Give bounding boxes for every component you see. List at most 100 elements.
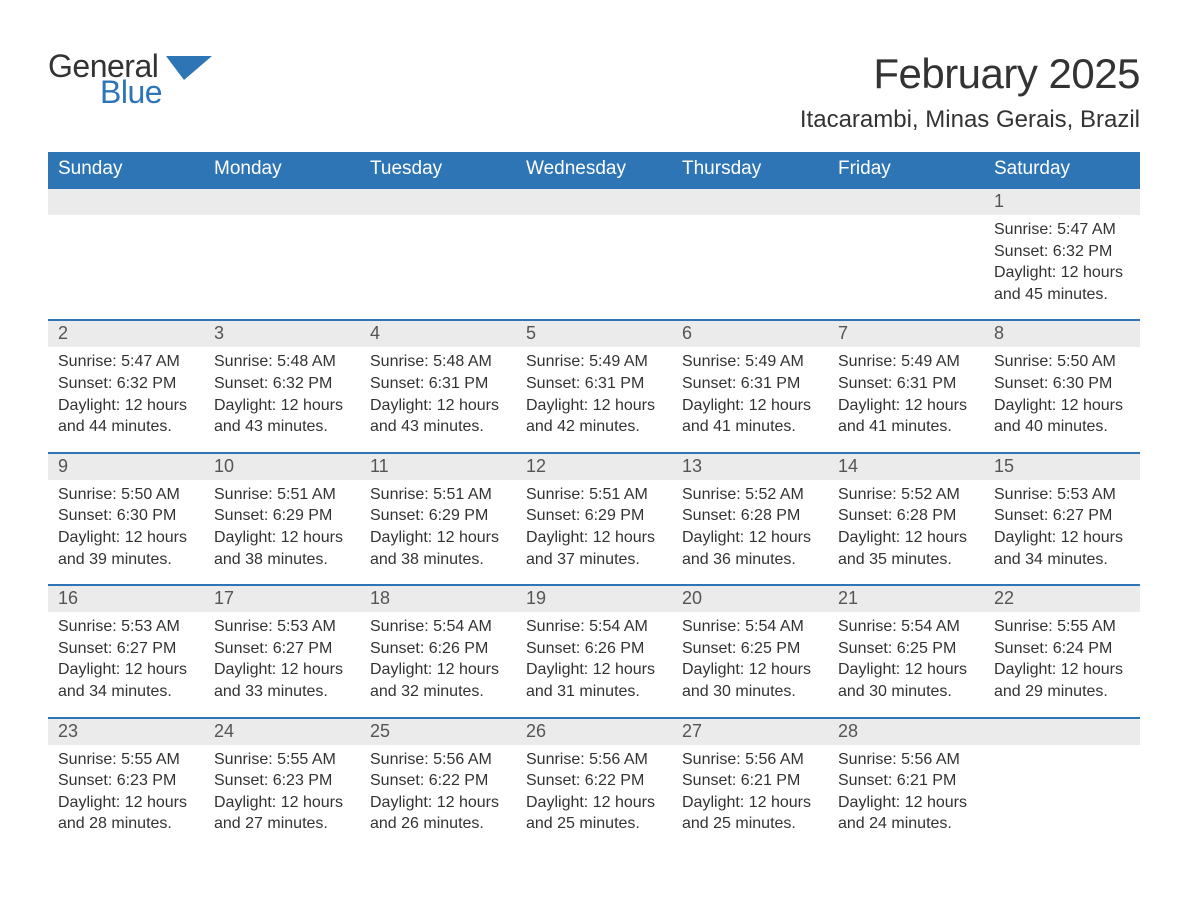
sunrise-text: Sunrise: 5:54 AM — [526, 616, 662, 638]
sunrise-text: Sunrise: 5:47 AM — [58, 351, 194, 373]
sunrise-text: Sunrise: 5:56 AM — [370, 749, 506, 771]
weekday-header: Thursday — [672, 152, 828, 187]
content-row: Sunrise: 5:47 AM Sunset: 6:32 PM Dayligh… — [48, 215, 1140, 319]
day-number: 6 — [672, 321, 828, 347]
sunset-text: Sunset: 6:27 PM — [58, 638, 194, 660]
day-number: 11 — [360, 454, 516, 480]
day-cell — [48, 215, 204, 319]
day-cell: Sunrise: 5:51 AMSunset: 6:29 PMDaylight:… — [516, 480, 672, 584]
daynum-row: 1 — [48, 187, 1140, 215]
daylight-text: Daylight: 12 hours — [370, 527, 506, 549]
day-number — [204, 189, 360, 215]
day-number: 2 — [48, 321, 204, 347]
sunset-text: Sunset: 6:31 PM — [526, 373, 662, 395]
day-cell: Sunrise: 5:55 AMSunset: 6:23 PMDaylight:… — [204, 745, 360, 849]
sunset-text: Sunset: 6:30 PM — [994, 373, 1130, 395]
logo: General Blue — [48, 50, 212, 108]
day-number: 23 — [48, 719, 204, 745]
daylight-text: Daylight: 12 hours — [526, 527, 662, 549]
daylight-text: Daylight: 12 hours — [58, 395, 194, 417]
sunrise-text: Sunrise: 5:49 AM — [682, 351, 818, 373]
day-cell: Sunrise: 5:49 AMSunset: 6:31 PMDaylight:… — [828, 347, 984, 451]
sunset-text: Sunset: 6:22 PM — [370, 770, 506, 792]
daylight-text: Daylight: 12 hours — [370, 659, 506, 681]
sunset-text: Sunset: 6:31 PM — [370, 373, 506, 395]
day-number: 15 — [984, 454, 1140, 480]
daylight-text: Daylight: 12 hours — [526, 792, 662, 814]
daylight-text: and 26 minutes. — [370, 813, 506, 835]
day-cell: Sunrise: 5:49 AMSunset: 6:31 PMDaylight:… — [516, 347, 672, 451]
sunrise-text: Sunrise: 5:56 AM — [526, 749, 662, 771]
day-cell: Sunrise: 5:50 AMSunset: 6:30 PMDaylight:… — [48, 480, 204, 584]
sunrise-text: Sunrise: 5:56 AM — [838, 749, 974, 771]
weekday-header: Friday — [828, 152, 984, 187]
day-number: 5 — [516, 321, 672, 347]
content-row: Sunrise: 5:47 AMSunset: 6:32 PMDaylight:… — [48, 347, 1140, 451]
day-number: 1 — [984, 189, 1140, 215]
sunset-text: Sunset: 6:23 PM — [214, 770, 350, 792]
daylight-text: Daylight: 12 hours — [838, 527, 974, 549]
daylight-text: Daylight: 12 hours — [838, 659, 974, 681]
daylight-text: and 38 minutes. — [214, 549, 350, 571]
daylight-text: and 37 minutes. — [526, 549, 662, 571]
sunset-text: Sunset: 6:25 PM — [682, 638, 818, 660]
day-number: 24 — [204, 719, 360, 745]
sunset-text: Sunset: 6:27 PM — [214, 638, 350, 660]
day-number: 26 — [516, 719, 672, 745]
calendar: Sunday Monday Tuesday Wednesday Thursday… — [48, 152, 1140, 849]
daylight-text: and 44 minutes. — [58, 416, 194, 438]
daylight-text: and 45 minutes. — [994, 284, 1130, 306]
day-cell: Sunrise: 5:50 AMSunset: 6:30 PMDaylight:… — [984, 347, 1140, 451]
day-number: 19 — [516, 586, 672, 612]
sunset-text: Sunset: 6:32 PM — [58, 373, 194, 395]
sunset-text: Sunset: 6:22 PM — [526, 770, 662, 792]
content-row: Sunrise: 5:53 AMSunset: 6:27 PMDaylight:… — [48, 612, 1140, 716]
day-number — [984, 719, 1140, 745]
daylight-text: Daylight: 12 hours — [682, 659, 818, 681]
daylight-text: and 43 minutes. — [370, 416, 506, 438]
page-title: February 2025 — [800, 50, 1140, 98]
sunset-text: Sunset: 6:28 PM — [838, 505, 974, 527]
day-cell — [828, 215, 984, 319]
sunrise-text: Sunrise: 5:53 AM — [994, 484, 1130, 506]
day-cell: Sunrise: 5:55 AMSunset: 6:24 PMDaylight:… — [984, 612, 1140, 716]
day-cell: Sunrise: 5:56 AMSunset: 6:21 PMDaylight:… — [672, 745, 828, 849]
sunrise-text: Sunrise: 5:55 AM — [214, 749, 350, 771]
sunrise-text: Sunrise: 5:50 AM — [58, 484, 194, 506]
day-cell — [516, 215, 672, 319]
daylight-text: and 33 minutes. — [214, 681, 350, 703]
day-number: 12 — [516, 454, 672, 480]
sunrise-text: Sunrise: 5:55 AM — [58, 749, 194, 771]
day-number — [672, 189, 828, 215]
weekday-header: Saturday — [984, 152, 1140, 187]
sunrise-text: Sunrise: 5:51 AM — [370, 484, 506, 506]
day-number: 13 — [672, 454, 828, 480]
day-cell: Sunrise: 5:52 AMSunset: 6:28 PMDaylight:… — [672, 480, 828, 584]
daylight-text: Daylight: 12 hours — [58, 527, 194, 549]
day-number: 22 — [984, 586, 1140, 612]
day-number — [360, 189, 516, 215]
daylight-text: Daylight: 12 hours — [994, 395, 1130, 417]
daylight-text: Daylight: 12 hours — [214, 527, 350, 549]
logo-text: General Blue — [48, 50, 162, 108]
daylight-text: Daylight: 12 hours — [682, 792, 818, 814]
daynum-row: 16 17 18 19 20 21 22 — [48, 584, 1140, 612]
daylight-text: Daylight: 12 hours — [214, 659, 350, 681]
daylight-text: and 38 minutes. — [370, 549, 506, 571]
week-row: 9 10 11 12 13 14 15 Sunrise: 5:50 AMSuns… — [48, 452, 1140, 584]
sunset-text: Sunset: 6:29 PM — [214, 505, 350, 527]
daylight-text: and 25 minutes. — [526, 813, 662, 835]
location-subtitle: Itacarambi, Minas Gerais, Brazil — [800, 106, 1140, 134]
sunset-text: Sunset: 6:26 PM — [370, 638, 506, 660]
sunset-text: Sunset: 6:21 PM — [838, 770, 974, 792]
daylight-text: and 34 minutes. — [58, 681, 194, 703]
header-area: General Blue February 2025 Itacarambi, M… — [48, 50, 1140, 134]
daylight-text: and 34 minutes. — [994, 549, 1130, 571]
day-cell — [984, 745, 1140, 849]
daylight-text: Daylight: 12 hours — [994, 262, 1130, 284]
sunset-text: Sunset: 6:29 PM — [370, 505, 506, 527]
daylight-text: and 32 minutes. — [370, 681, 506, 703]
day-cell — [672, 215, 828, 319]
weekday-header-row: Sunday Monday Tuesday Wednesday Thursday… — [48, 152, 1140, 187]
day-cell: Sunrise: 5:52 AMSunset: 6:28 PMDaylight:… — [828, 480, 984, 584]
